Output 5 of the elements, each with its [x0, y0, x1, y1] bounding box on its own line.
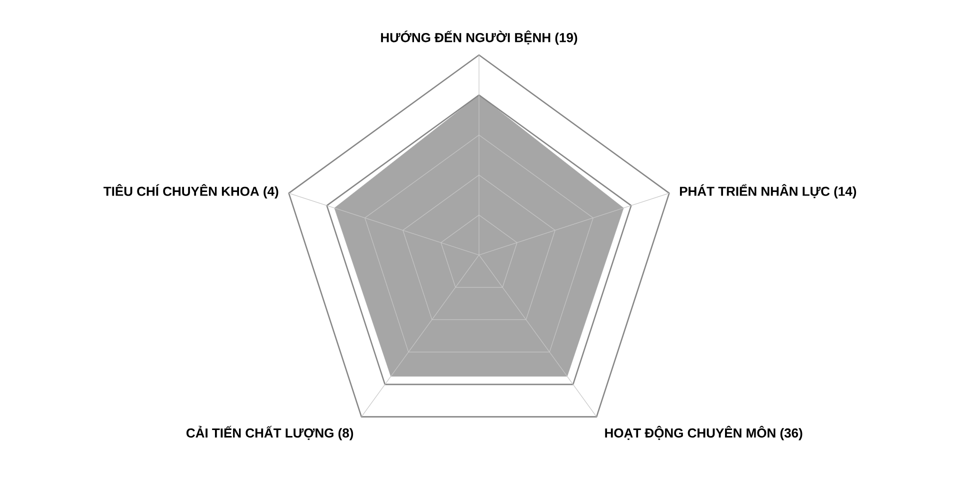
spoke-label: PHÁT TRIỂN NHÂN LỰC (14): [680, 184, 856, 199]
spoke-label: HOẠT ĐỘNG CHUYÊN MÔN (36): [605, 426, 802, 440]
spoke-label: CẢI TIẾN CHẤT LƯỢNG (8): [186, 426, 354, 440]
spoke-label: HƯỚNG ĐẾN NGƯỜI BỆNH (19): [381, 30, 578, 45]
spoke-label: TIÊU CHÍ CHUYÊN KHOA (4): [104, 184, 278, 199]
